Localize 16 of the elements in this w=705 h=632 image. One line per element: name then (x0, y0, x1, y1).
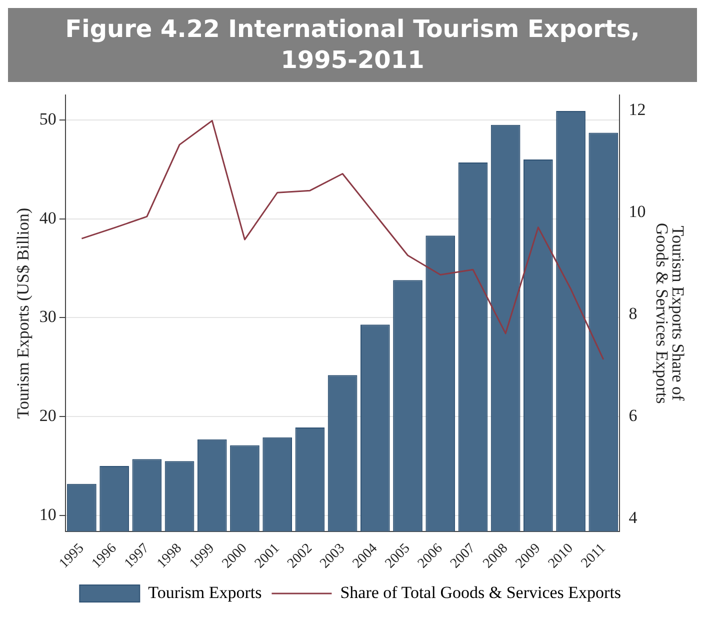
y2-tick-label: 12 (628, 100, 646, 120)
x-tick-label: 2011 (578, 541, 609, 572)
y-tick-label: 40 (39, 208, 56, 228)
y-tick-label: 10 (39, 505, 56, 524)
y2-tick-label: 6 (628, 406, 638, 426)
y2-tick-label: 8 (628, 304, 638, 324)
y-tick-label: 50 (39, 110, 56, 129)
y2-axis-title: Tourism Exports Share of Goods & Services Exports (652, 223, 688, 404)
y-tick-label: 20 (39, 406, 56, 426)
chart-title: Figure 4.22 International Tourism Exports, 1995-2011 (8, 8, 697, 82)
legend-label: Tourism Exports (148, 583, 262, 602)
y-tick-label: 30 (39, 308, 56, 327)
legend-label: Share of Total Goods & Services Exports (340, 583, 622, 602)
y2-tick-label: 4 (628, 508, 638, 528)
y-axis-title: Tourism Exports (US$ Billion) (14, 208, 33, 420)
y2-tick-label: 10 (628, 202, 646, 222)
